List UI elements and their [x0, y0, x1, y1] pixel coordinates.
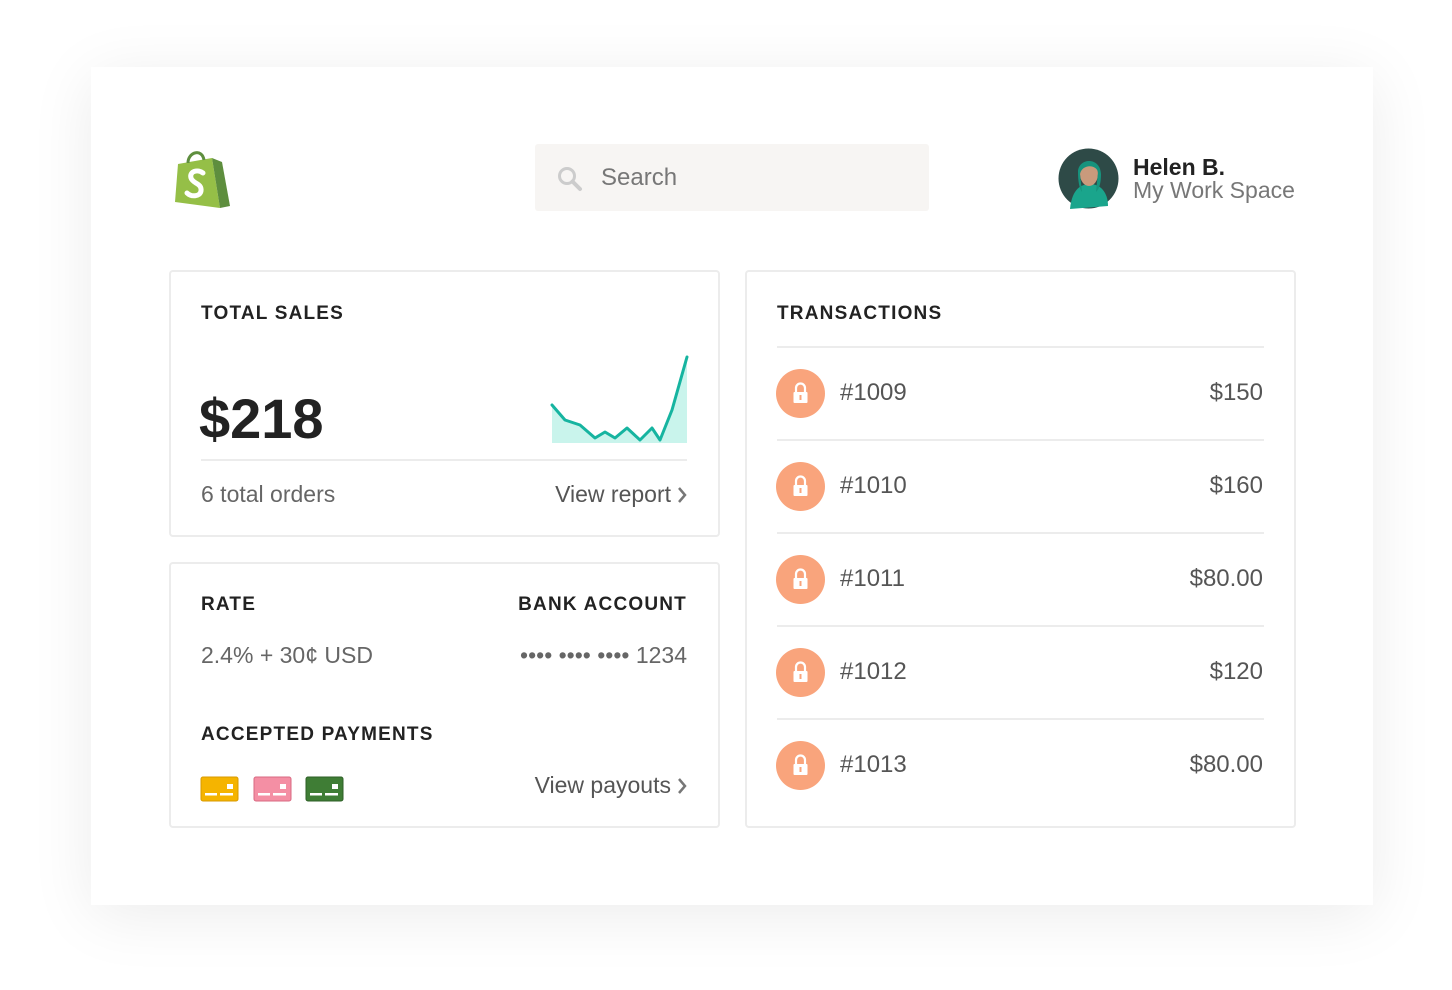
- user-name: Helen B.: [1133, 154, 1226, 180]
- search-placeholder: Search: [601, 164, 678, 191]
- transaction-id: #1012: [840, 658, 907, 685]
- avatar[interactable]: [1058, 148, 1119, 209]
- lock-icon: [776, 369, 825, 418]
- link-text: View payouts: [534, 772, 671, 798]
- payments-label: ACCEPTED PAYMENTS: [201, 724, 434, 745]
- divider: [777, 346, 1264, 348]
- transaction-amount: $80.00: [1189, 565, 1263, 592]
- divider: [777, 718, 1264, 720]
- lock-icon: [776, 648, 825, 697]
- bank-label: BANK ACCOUNT: [518, 594, 687, 615]
- sales-amount: $218: [199, 387, 324, 450]
- lock-glyph: [793, 754, 808, 775]
- transactions-card: [745, 270, 1296, 828]
- total-orders: 6 total orders: [201, 481, 336, 507]
- transaction-id: #1011: [840, 565, 905, 592]
- shopify-logo[interactable]: [172, 146, 234, 212]
- lock-glyph: [793, 382, 808, 403]
- user-workspace: My Work Space: [1133, 177, 1295, 203]
- transaction-amount: $150: [1209, 379, 1263, 406]
- view-payouts-link[interactable]: View payouts: [535, 772, 687, 799]
- sales-sparkline: [550, 355, 689, 443]
- transaction-amount: $80.00: [1189, 751, 1263, 778]
- lock-icon: [776, 741, 825, 790]
- lock-icon: [776, 462, 825, 511]
- transaction-id: #1013: [840, 751, 907, 778]
- lock-glyph: [793, 568, 808, 589]
- transaction-amount: $160: [1209, 472, 1263, 499]
- divider: [777, 439, 1264, 441]
- link-text: View report: [555, 481, 671, 507]
- chevron: [678, 487, 687, 503]
- view-report-link[interactable]: View report: [555, 481, 687, 508]
- divider: [201, 459, 687, 461]
- bank-value: •••• •••• •••• 1234: [520, 642, 687, 668]
- search-icon: [558, 167, 582, 191]
- rate-value: 2.4% + 30¢ USD: [201, 642, 373, 668]
- divider: [777, 625, 1264, 627]
- transaction-id: #1009: [840, 379, 907, 406]
- payment-icons: [200, 776, 344, 802]
- search-box[interactable]: Search: [535, 144, 929, 211]
- transactions-title: TRANSACTIONS: [777, 303, 943, 324]
- rate-label: RATE: [201, 594, 257, 615]
- lock-icon: [776, 555, 825, 604]
- transaction-amount: $120: [1209, 658, 1263, 685]
- lock-glyph: [793, 475, 808, 496]
- divider: [777, 532, 1264, 534]
- lock-glyph: [793, 661, 808, 682]
- total-sales-card: [169, 270, 720, 537]
- transaction-id: #1010: [840, 472, 907, 499]
- chevron: [678, 778, 687, 794]
- card-title: TOTAL SALES: [201, 303, 345, 324]
